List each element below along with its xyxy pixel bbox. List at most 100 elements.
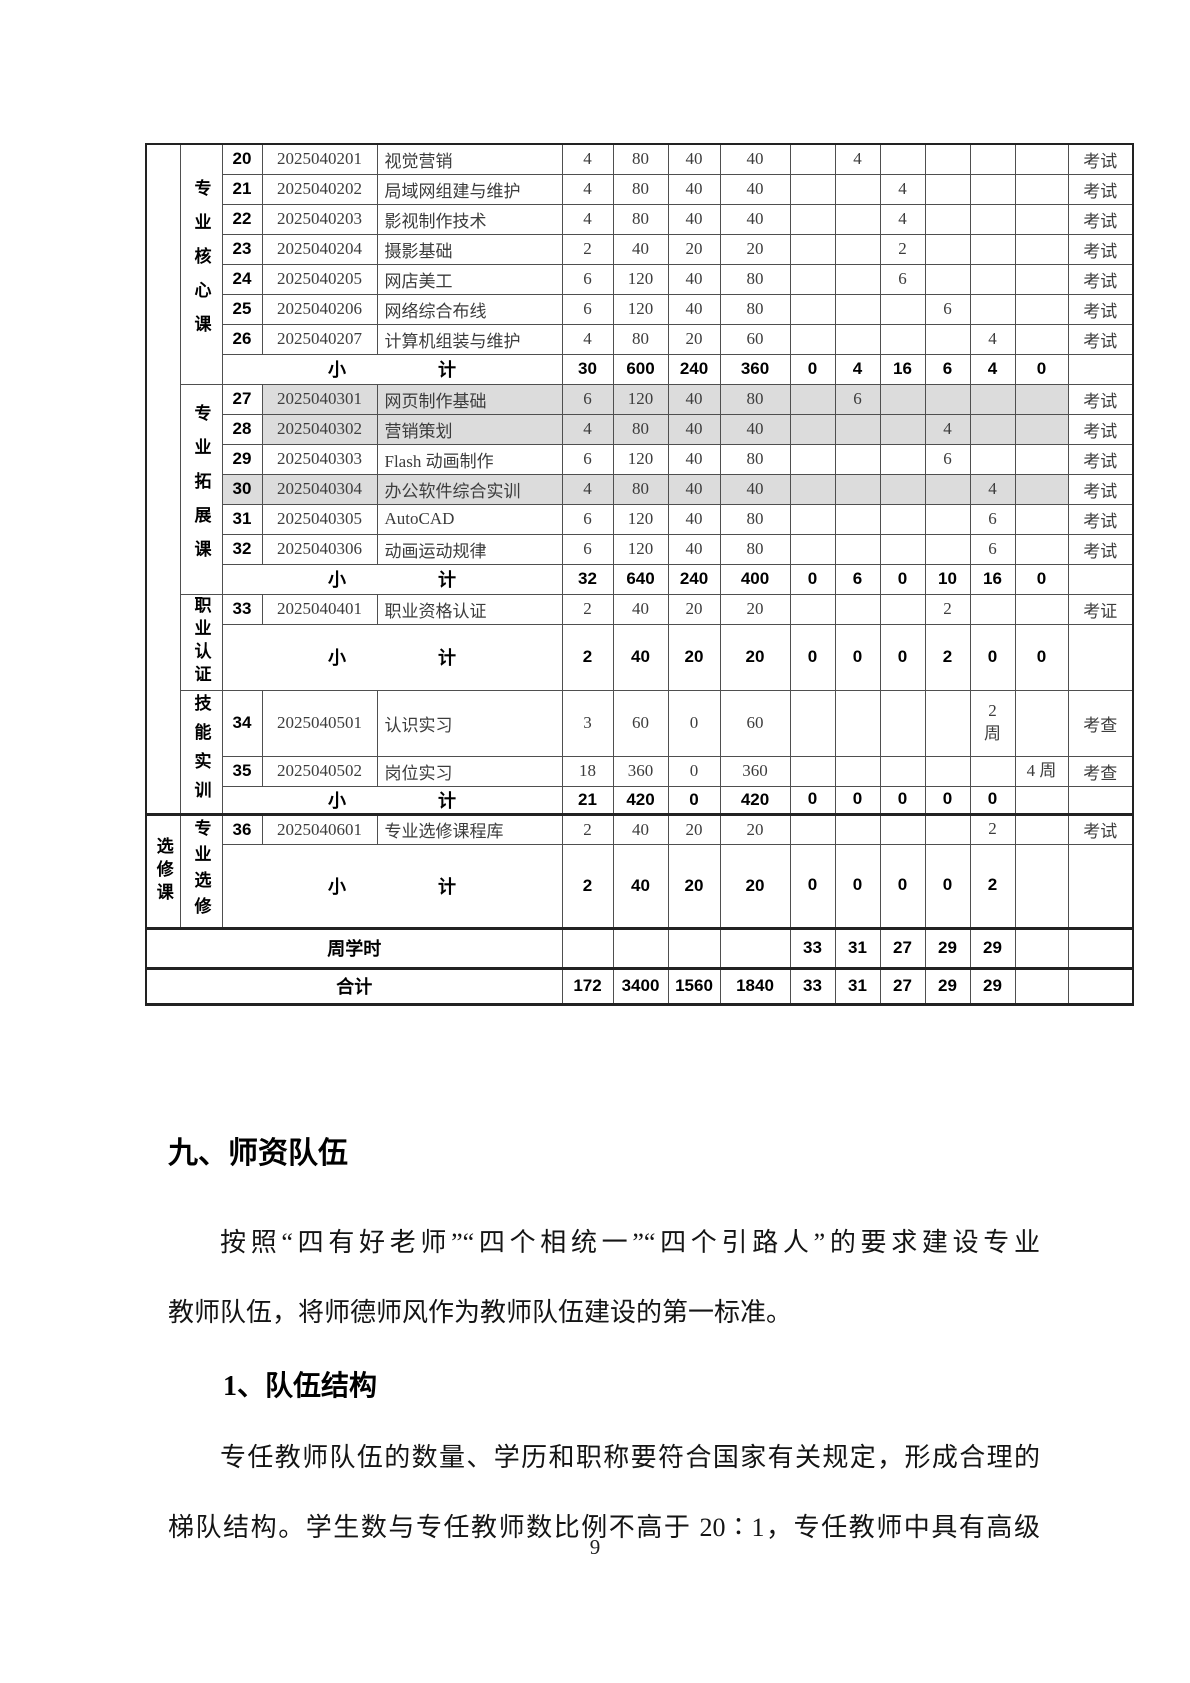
semester-6-hours (1014, 323, 1069, 355)
credits (561, 926, 614, 969)
semester-6-hours (1014, 203, 1069, 235)
credits: 6 (561, 383, 614, 415)
course-code: 2025040206 (261, 293, 378, 325)
practice-hours: 360 (719, 353, 791, 385)
semester-3-hours (879, 755, 926, 787)
credits: 4 (561, 173, 614, 205)
course-name: 职业资格认证 (376, 593, 563, 625)
table-row: 24 2025040205 网店美工 6 120 40 80 6 考试 (146, 263, 1134, 295)
theory-hours: 20 (667, 843, 721, 929)
total-hours: 80 (612, 473, 669, 505)
semester-1-hours: 33 (789, 926, 836, 969)
semester-4-hours (924, 143, 971, 175)
assessment-type: 考试 (1067, 812, 1134, 845)
assessment-type: 考试 (1067, 203, 1134, 235)
total-hours: 80 (612, 143, 669, 175)
subtotal-label-text: 小计 (328, 876, 456, 897)
practice-hours: 40 (719, 413, 791, 445)
table-row: 专业拓展课 27 2025040301 网页制作基础 6 120 40 80 6 考试 (146, 383, 1134, 595)
assessment-type: 考试 (1067, 233, 1134, 265)
theory-hours: 40 (667, 413, 721, 445)
course-number: 32 (221, 533, 263, 565)
theory-hours: 0 (667, 755, 721, 787)
course-code: 2025040501 (261, 689, 378, 757)
total-hours: 600 (612, 353, 669, 385)
practice-hours: 20 (719, 812, 791, 845)
assessment-type (1067, 843, 1134, 929)
subtotal-label-text: 小计 (328, 360, 456, 380)
semester-2-hours: 31 (834, 926, 881, 969)
semester-2-hours (834, 473, 881, 505)
semester-1-hours (789, 293, 836, 325)
semester-2-hours (834, 593, 881, 625)
semester-5-hours: 0 (969, 623, 1016, 691)
total-hours: 40 (612, 812, 669, 845)
course-name: 网店美工 (376, 263, 563, 295)
course-code: 2025040204 (261, 233, 378, 265)
credits: 2 (561, 233, 614, 265)
semester-6-hours: 0 (1014, 563, 1069, 595)
semester-4-hours (924, 755, 971, 787)
credits: 4 (561, 203, 614, 235)
semester-6-hours (1014, 926, 1069, 969)
semester-6-hours (1014, 473, 1069, 505)
subtotal-label: 小计 (221, 563, 563, 595)
credits: 4 (561, 413, 614, 445)
theory-hours: 40 (667, 263, 721, 295)
semester-1-hours (789, 503, 836, 535)
practice-hours: 1840 (719, 966, 791, 1005)
paragraph-line: 教师队伍，将师德师风作为教师队伍建设的第一标准。 (168, 1298, 793, 1327)
semester-1-hours (789, 173, 836, 205)
semester-5-hours (969, 173, 1016, 205)
course-number: 20 (221, 143, 263, 175)
course-code: 2025040205 (261, 263, 378, 295)
semester-3-hours (879, 293, 926, 325)
semester-2-hours: 0 (834, 623, 881, 691)
table-row: 小计 21 420 0 420 0 0 0 0 0 (146, 785, 1134, 815)
semester-4-hours (924, 233, 971, 265)
course-category-label: 专业选修 (179, 812, 223, 929)
course-code: 2025040305 (261, 503, 378, 535)
practice-hours: 40 (719, 173, 791, 205)
table-row: 28 2025040302 营销策划 4 80 40 40 4 考试 (146, 413, 1134, 445)
page-number: 9 (589, 1535, 601, 1559)
semester-1-hours: 0 (789, 785, 836, 815)
semester-4-hours (924, 503, 971, 535)
theory-hours: 40 (667, 443, 721, 475)
course-category-label: 技能实训 (179, 689, 223, 815)
assessment-type: 考查 (1067, 755, 1134, 787)
practice-hours: 20 (719, 623, 791, 691)
semester-3-hours (879, 593, 926, 625)
practice-hours: 80 (719, 533, 791, 565)
semester-6-hours (1014, 293, 1069, 325)
curriculum-table: 专业核心课 20 2025040201 视觉营销 4 80 40 40 4 考试 21 2025040… (145, 143, 1134, 1006)
practice-hours: 60 (719, 689, 791, 757)
table-row: 30 2025040304 办公软件综合实训 4 80 40 40 4 考试 (146, 473, 1134, 505)
practice-hours: 80 (719, 383, 791, 415)
semester-2-hours: 4 (834, 143, 881, 175)
semester-5-hours: 4 (969, 473, 1016, 505)
course-code: 2025040306 (261, 533, 378, 565)
practice-hours: 20 (719, 843, 791, 929)
semester-3-hours: 4 (879, 203, 926, 235)
course-number: 21 (221, 173, 263, 205)
course-name: Flash 动画制作 (376, 443, 563, 475)
semester-4-hours: 6 (924, 353, 971, 385)
course-number: 28 (221, 413, 263, 445)
course-number: 33 (221, 593, 263, 625)
paragraph-line: 梯队结构。学生数与专任教师数比例不高于 20∶1，专任教师中具有高级 (168, 1513, 1040, 1542)
theory-hours: 240 (667, 563, 721, 595)
semester-3-hours: 6 (879, 263, 926, 295)
course-code: 2025040302 (261, 413, 378, 445)
course-number: 29 (221, 443, 263, 475)
semester-2-hours: 0 (834, 785, 881, 815)
semester-3-hours: 0 (879, 623, 926, 691)
assessment-type: 考试 (1067, 413, 1134, 445)
semester-6-hours (1014, 173, 1069, 205)
total-hours: 80 (612, 173, 669, 205)
practice-hours: 40 (719, 203, 791, 235)
table-row: 22 2025040203 影视制作技术 4 80 40 40 4 考试 (146, 203, 1134, 235)
theory-hours: 240 (667, 353, 721, 385)
practice-hours: 420 (719, 785, 791, 815)
assessment-type: 考试 (1067, 263, 1134, 295)
